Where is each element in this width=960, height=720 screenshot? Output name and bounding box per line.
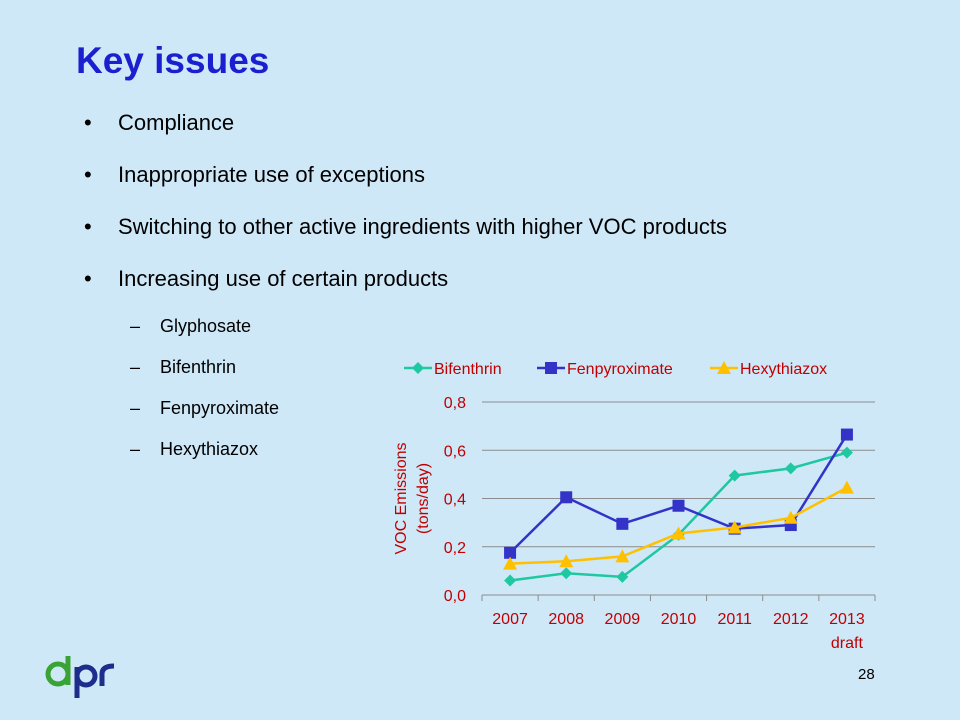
data-point — [727, 520, 742, 534]
sub-bullet-item: – Hexythiazox — [130, 435, 279, 476]
data-point — [559, 554, 574, 568]
sub-bullet-text: Fenpyroximate — [160, 398, 280, 418]
data-point — [728, 469, 741, 482]
slide-title: Key issues — [76, 40, 270, 81]
sub-bullet-text: Hexythiazox — [160, 439, 259, 459]
logo-text: dpr — [84, 697, 86, 699]
y-axis-label: VOC Emissions (tons/day) — [393, 442, 432, 554]
sub-bullet-text: Bifenthrin — [160, 357, 237, 377]
bullet-text: Increasing use of certain products — [118, 266, 449, 291]
data-point — [560, 491, 573, 504]
data-point — [503, 556, 518, 570]
data-point — [616, 517, 629, 530]
y-tick-label: 0,4 — [444, 492, 466, 509]
dpr-logo: dpr — [45, 656, 115, 699]
x-tick-label: 2013 — [829, 611, 865, 628]
dash-marker: – — [130, 398, 141, 418]
sub-bullet-text: Glyphosate — [160, 316, 252, 336]
dash-marker: – — [130, 439, 141, 459]
bullet-marker: • — [84, 110, 92, 135]
y-axis-label-line: (tons/day) — [415, 463, 432, 534]
series-bifenthrin — [504, 446, 853, 587]
sub-bullet-item: – Fenpyroximate — [130, 394, 279, 435]
x-tick-label: 2011 — [717, 611, 752, 628]
bullet-item: • Inappropriate use of exceptions — [84, 160, 727, 212]
bullet-marker: • — [84, 162, 92, 187]
y-tick-label: 0,2 — [444, 540, 466, 557]
y-axis-label-line: VOC Emissions — [393, 442, 410, 554]
data-point — [672, 499, 685, 512]
slide-number: 28 — [858, 666, 875, 683]
bullet-item: • Compliance — [84, 108, 727, 160]
x-tick-label: 2009 — [605, 611, 641, 628]
bullet-text: Compliance — [118, 110, 235, 135]
legend-entry: Fenpyroximate — [537, 361, 673, 378]
bullet-marker: • — [84, 214, 92, 239]
sub-bullet-item: – Bifenthrin — [130, 353, 279, 394]
data-point — [783, 510, 798, 524]
series-hexythiazox — [503, 480, 854, 570]
voc-emissions-chart: 0,0 0,2 0,4 0,6 0,8 2007 2008 2009 2010 2011 2012 2… — [393, 361, 876, 652]
series-fenpyroximate — [504, 428, 853, 559]
bullet-item: • Switching to other active ingredients w… — [84, 212, 727, 264]
data-point — [839, 480, 854, 494]
bullet-text: Inappropriate use of exceptions — [118, 162, 425, 187]
bullet-item: • Increasing use of certain products — [84, 264, 727, 316]
legend-label: Hexythiazox — [740, 361, 827, 378]
y-tick-label: 0,6 — [444, 443, 466, 460]
bullet-marker: • — [84, 266, 92, 291]
sub-bullet-list: – Glyphosate – Bifenthrin – Fenpyroximate –… — [130, 312, 279, 476]
legend-label: Fenpyroximate — [567, 361, 673, 378]
data-point — [504, 546, 517, 559]
data-point — [840, 446, 853, 459]
x-tick-label: draft — [831, 635, 864, 652]
y-tick-label: 0,8 — [444, 395, 466, 412]
sub-bullet-item: – Glyphosate — [130, 312, 279, 353]
data-point — [616, 570, 629, 583]
bullet-list: • Compliance • Inappropriate use of except… — [84, 108, 727, 316]
y-tick-label: 0,0 — [444, 588, 466, 605]
data-point — [840, 428, 853, 441]
x-tick-label: 2010 — [661, 611, 697, 628]
x-tick-label: 2008 — [548, 611, 584, 628]
data-point — [504, 574, 517, 587]
legend-entry: Hexythiazox — [710, 361, 827, 378]
data-point — [560, 567, 573, 580]
x-tick-label: 2007 — [492, 611, 528, 628]
data-point — [615, 549, 630, 563]
dash-marker: – — [130, 357, 141, 377]
legend-marker — [412, 362, 424, 374]
data-point — [784, 462, 797, 475]
legend-marker — [545, 362, 557, 374]
x-tick-label: 2012 — [773, 611, 809, 628]
legend-label: Bifenthrin — [434, 361, 502, 378]
legend-entry: Bifenthrin — [404, 361, 502, 378]
data-point — [671, 526, 686, 540]
legend-marker — [717, 361, 731, 374]
dash-marker: – — [130, 316, 141, 336]
bullet-text: Switching to other active ingredients wi… — [118, 214, 727, 239]
